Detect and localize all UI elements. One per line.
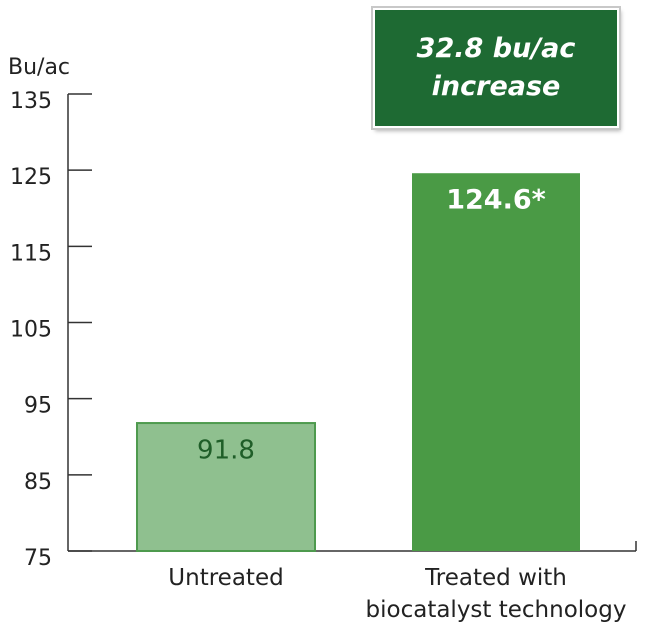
x-tick-label: Treated with biocatalyst technology: [365, 565, 627, 623]
y-tick-label: 135: [10, 89, 52, 114]
annotation: 32.8 bu/ac increase: [373, 8, 619, 128]
y-tick-label: 115: [10, 241, 52, 266]
y-tick-label: 85: [24, 470, 52, 495]
bar: [412, 173, 580, 552]
y-tick-label: 75: [24, 546, 52, 571]
y-tick-label: 125: [10, 165, 52, 190]
y-axis-unit: Bu/ac: [8, 55, 70, 80]
x-tick-label: Untreated: [168, 565, 284, 591]
y-tick-label: 105: [10, 318, 52, 343]
value-label: 124.6*: [446, 185, 546, 216]
value-label: 91.8: [197, 436, 255, 466]
y-tick-label: 95: [24, 394, 52, 419]
bar: [136, 422, 316, 553]
